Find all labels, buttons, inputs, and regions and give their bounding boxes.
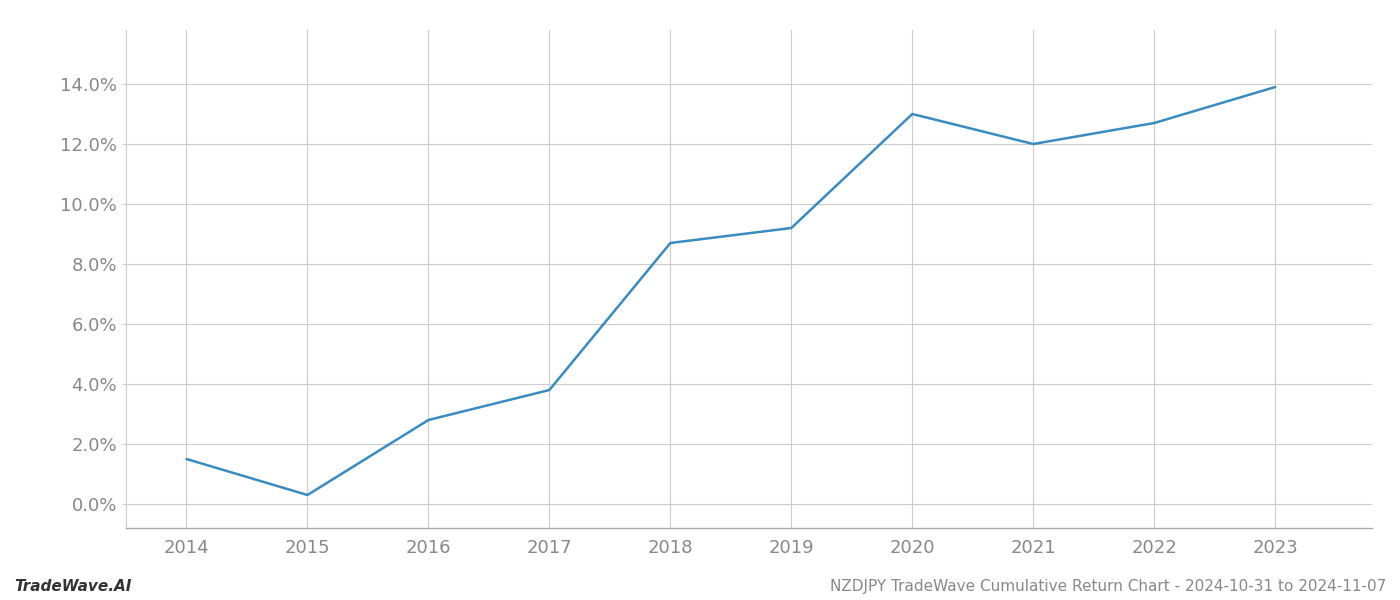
Text: TradeWave.AI: TradeWave.AI — [14, 579, 132, 594]
Text: NZDJPY TradeWave Cumulative Return Chart - 2024-10-31 to 2024-11-07: NZDJPY TradeWave Cumulative Return Chart… — [830, 579, 1386, 594]
